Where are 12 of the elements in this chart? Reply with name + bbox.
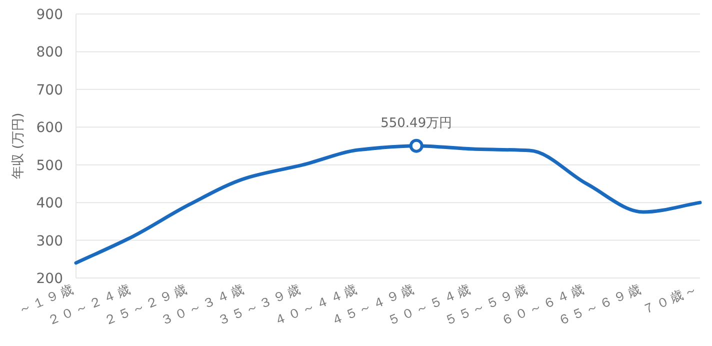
x-tick-label: ７０歳～ (640, 282, 702, 318)
y-tick-label: 300 (36, 233, 63, 250)
y-tick-label: 800 (36, 44, 63, 61)
annotation: 550.49万円 (380, 116, 452, 153)
y-tick-label: 900 (36, 7, 63, 23)
y-tick-label: 700 (36, 82, 63, 98)
y-tick-label: 500 (36, 158, 63, 174)
annotation: 550.49万円 (380, 116, 452, 131)
y-axis-title: 年収 (万円) (11, 112, 26, 180)
y-tick-label: 200 (36, 271, 63, 287)
y-tick-label: 600 (36, 120, 63, 136)
y-tick-label: 400 (36, 196, 63, 212)
